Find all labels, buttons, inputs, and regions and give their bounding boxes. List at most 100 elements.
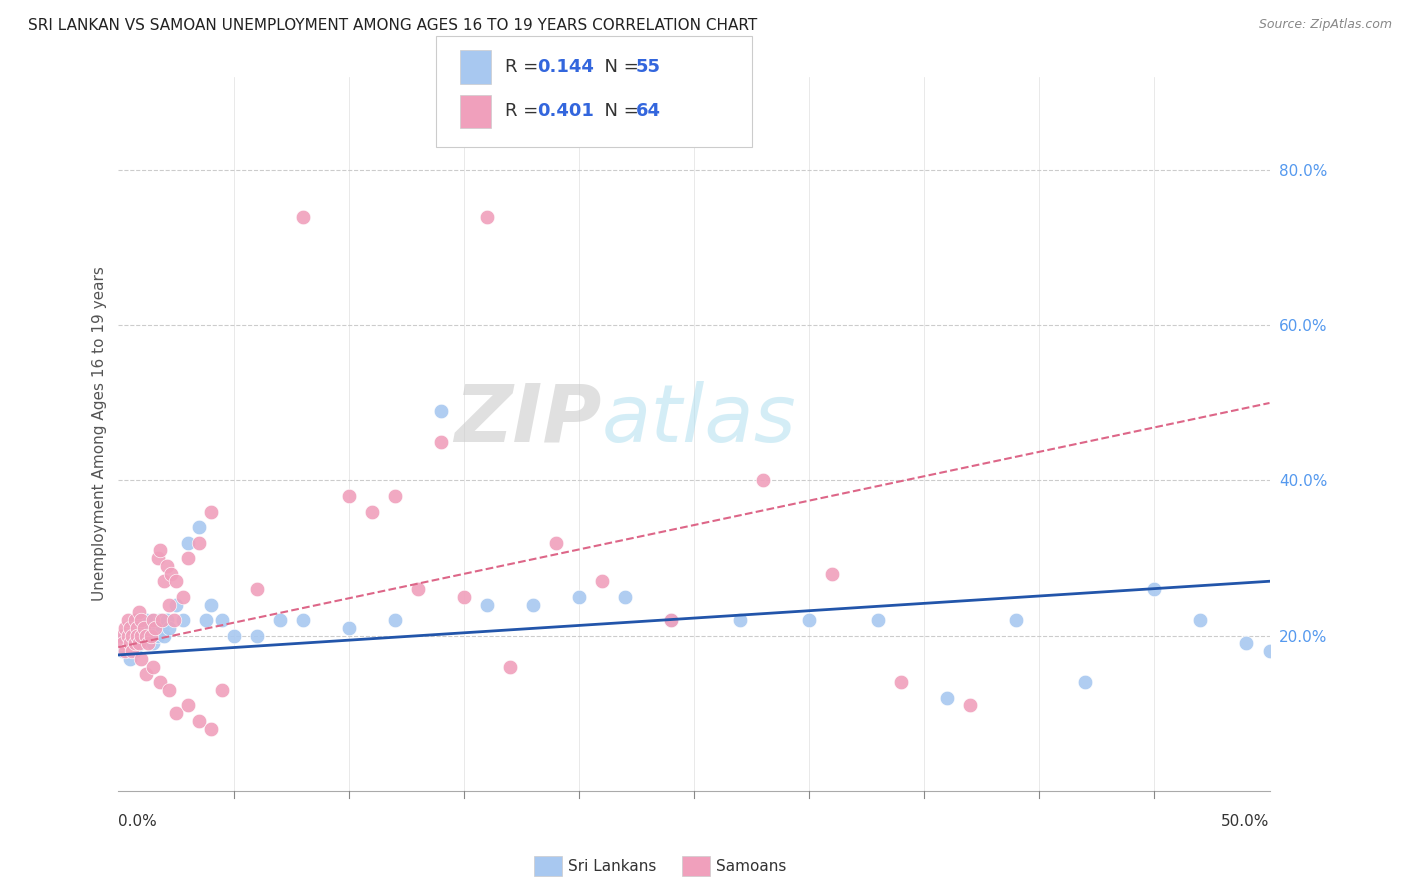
Point [453,590,475,604]
Point [337,621,360,635]
Text: N =: N = [593,103,645,120]
Point [112,636,135,650]
Point [821,566,844,581]
Text: ZIP: ZIP [454,381,602,458]
Point [135,613,157,627]
Y-axis label: Unemployment Among Ages 16 to 19 years: Unemployment Among Ages 16 to 19 years [93,267,107,601]
Point [360,504,382,518]
Point [131,636,153,650]
Point [118,621,141,635]
Point [868,613,890,627]
Point [245,628,267,642]
Point [112,644,135,658]
Point [114,628,136,642]
Point [157,682,180,697]
Point [165,706,187,720]
Point [135,667,157,681]
Point [890,675,912,690]
Point [114,621,136,635]
Text: R =: R = [505,103,544,120]
Point [131,652,153,666]
Point [163,613,186,627]
Point [143,621,166,635]
Text: Sri Lankans: Sri Lankans [568,859,657,873]
Point [124,644,146,658]
Text: 64: 64 [636,103,661,120]
Point [1143,582,1166,596]
Point [117,636,139,650]
Point [156,613,179,627]
Text: 0.144: 0.144 [537,58,593,76]
Point [153,574,176,589]
Point [200,722,222,736]
Point [568,590,591,604]
Point [406,582,429,596]
Point [146,551,169,566]
Point [132,628,155,642]
Point [149,613,172,627]
Point [121,644,143,658]
Point [146,628,169,642]
Text: 50.0%: 50.0% [1222,814,1270,829]
Point [138,636,160,650]
Point [142,659,165,673]
Point [149,675,172,690]
Point [121,628,143,642]
Point [544,535,567,549]
Point [128,605,150,619]
Point [222,628,245,642]
Point [959,698,981,713]
Point [269,613,291,627]
Text: atlas: atlas [602,381,797,458]
Point [291,210,314,224]
Text: 0.0%: 0.0% [118,814,157,829]
Point [142,613,165,627]
Point [135,628,157,642]
Point [188,520,211,534]
Point [117,628,139,642]
Point [150,621,173,635]
Point [797,613,820,627]
Point [125,621,148,635]
Point [156,558,179,573]
Point [200,504,222,518]
Point [118,652,141,666]
Point [659,613,682,627]
Point [728,613,751,627]
Point [160,566,183,581]
Point [124,613,146,627]
Point [125,628,148,642]
Point [124,613,146,627]
Point [139,628,162,642]
Point [131,613,153,627]
Point [429,403,451,417]
Point [475,210,498,224]
Point [211,682,233,697]
Point [117,613,139,627]
Point [188,535,211,549]
Point [194,613,217,627]
Point [124,636,146,650]
Point [121,628,143,642]
Point [149,543,172,558]
Point [176,535,198,549]
Point [128,628,150,642]
Text: SRI LANKAN VS SAMOAN UNEMPLOYMENT AMONG AGES 16 TO 19 YEARS CORRELATION CHART: SRI LANKAN VS SAMOAN UNEMPLOYMENT AMONG … [28,18,758,33]
Point [128,636,150,650]
Text: N =: N = [593,58,645,76]
Point [499,659,522,673]
Point [125,636,148,650]
Point [142,636,165,650]
Point [176,698,198,713]
Point [659,613,682,627]
Point [157,598,180,612]
Point [176,551,198,566]
Point [613,590,636,604]
Point [150,613,173,627]
Point [172,613,194,627]
Point [1236,636,1258,650]
Point [172,590,194,604]
Point [118,621,141,635]
Point [245,582,267,596]
Point [936,690,959,705]
